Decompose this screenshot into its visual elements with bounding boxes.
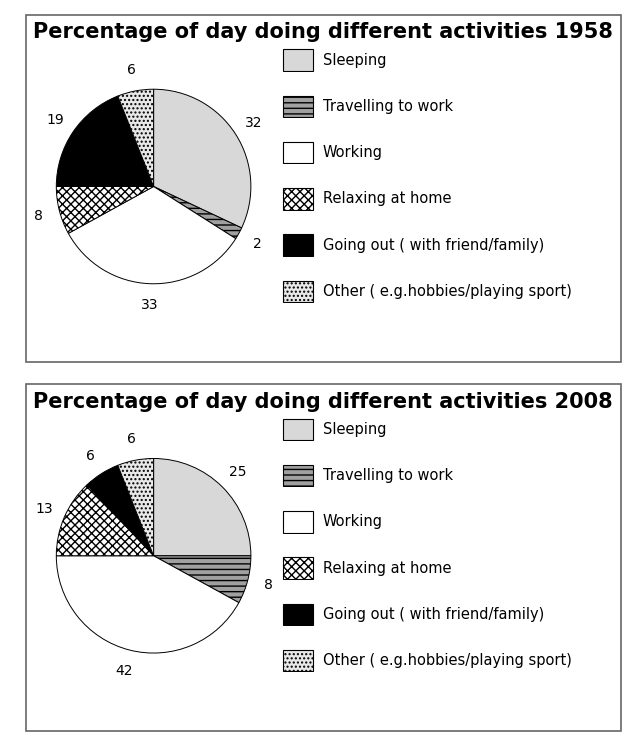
Wedge shape (154, 556, 251, 603)
Text: 19: 19 (47, 113, 64, 127)
Text: Percentage of day doing different activities 2008: Percentage of day doing different activi… (33, 392, 613, 412)
Wedge shape (56, 556, 239, 653)
Text: Going out ( with friend/family): Going out ( with friend/family) (323, 606, 544, 622)
Text: Working: Working (323, 514, 383, 530)
Text: 13: 13 (36, 501, 54, 515)
Text: Relaxing at home: Relaxing at home (323, 191, 451, 207)
Text: Going out ( with friend/family): Going out ( with friend/family) (323, 237, 544, 253)
Text: 8: 8 (264, 578, 273, 592)
Text: Travelling to work: Travelling to work (323, 468, 452, 483)
Text: Working: Working (323, 145, 383, 160)
Text: 25: 25 (228, 465, 246, 479)
Text: Other ( e.g.hobbies/playing sport): Other ( e.g.hobbies/playing sport) (323, 283, 572, 299)
Wedge shape (118, 90, 154, 186)
Text: 6: 6 (127, 432, 136, 446)
Wedge shape (56, 485, 154, 556)
Text: Other ( e.g.hobbies/playing sport): Other ( e.g.hobbies/playing sport) (323, 653, 572, 668)
Text: 32: 32 (245, 116, 262, 130)
Wedge shape (56, 186, 154, 233)
Wedge shape (118, 459, 154, 556)
Text: 2: 2 (253, 236, 262, 251)
Wedge shape (68, 186, 236, 283)
Wedge shape (87, 466, 154, 556)
Wedge shape (56, 96, 154, 186)
Text: Percentage of day doing different activities 1958: Percentage of day doing different activi… (33, 22, 613, 43)
Text: Relaxing at home: Relaxing at home (323, 560, 451, 576)
Text: 6: 6 (86, 448, 95, 463)
Text: Sleeping: Sleeping (323, 52, 386, 68)
Text: Sleeping: Sleeping (323, 421, 386, 437)
Text: 33: 33 (141, 298, 159, 312)
Text: 8: 8 (34, 209, 43, 223)
Wedge shape (154, 90, 251, 228)
Text: Travelling to work: Travelling to work (323, 98, 452, 114)
Text: 6: 6 (127, 63, 136, 77)
Wedge shape (154, 186, 242, 239)
Text: 42: 42 (115, 664, 133, 677)
Wedge shape (154, 459, 251, 556)
